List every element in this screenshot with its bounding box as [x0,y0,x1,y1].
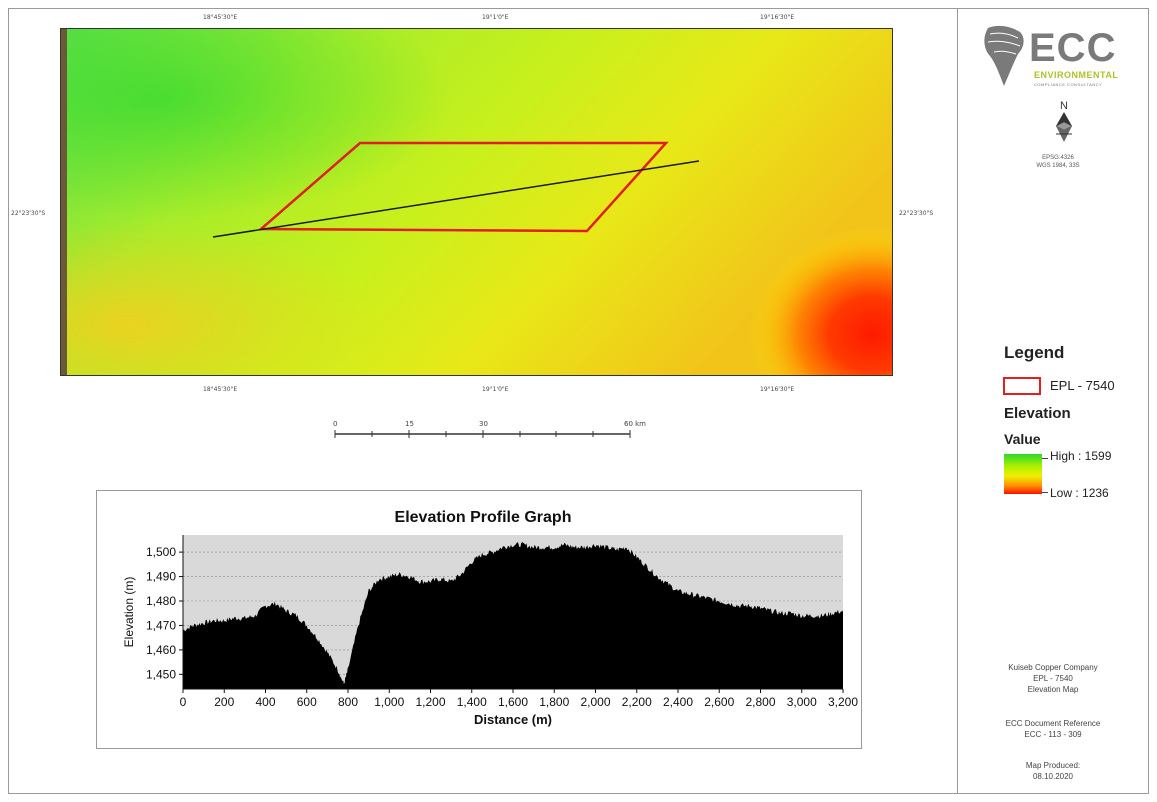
x-tick-label: 2,600 [704,695,734,709]
coord-top-1: 18°45'30"E [203,14,238,21]
y-tick-label: 1,490 [146,570,176,584]
x-tick-label: 600 [297,695,317,709]
logo-tagline: COMPLIANCE CONSULTANCY [1034,82,1103,87]
logo-environmental-text: ENVIRONMENTAL [1034,70,1119,80]
x-tick-label: 2,400 [663,695,693,709]
coord-top-2: 19°1'0"E [482,14,509,21]
legend-high-tick [1042,458,1048,459]
coord-bottom-2: 19°1'0"E [482,386,509,393]
map-produced: Map Produced: 08.10.2020 [968,760,1138,782]
x-tick-label: 400 [255,695,275,709]
scale-label-15: 15 [405,420,414,428]
projection-epsg: EPSG:4326 [1042,155,1074,161]
y-tick-label: 1,460 [146,643,176,657]
x-tick-label: 3,000 [787,695,817,709]
y-tick-label: 1,470 [146,618,176,632]
africa-map-icon [984,25,1024,87]
scale-bar: 0 15 30 60 km [330,418,660,448]
y-tick-label: 1,450 [146,667,176,681]
north-label: N [1060,100,1068,112]
profile-line[interactable] [212,160,700,238]
north-arrow-icon [1055,112,1073,142]
doc-ref-value: ECC - 113 - 309 [1024,730,1082,739]
chart-axes: 0 200 400 600 800 1,000 1,200 1,400 1,600 1,800 2,… [146,535,858,709]
x-tick-label: 1,200 [415,695,445,709]
coord-top-3: 19°16'30"E [760,14,795,21]
coord-right: 22°23'30"S [899,210,934,217]
produced-date: 08.10.2020 [1032,772,1074,781]
produced-label: Map Produced: [1025,761,1081,770]
map-info: Kuiseb Copper Company EPL - 7540 Elevati… [968,662,1138,695]
elevation-map[interactable] [60,28,893,376]
raster-edge [61,29,67,375]
projection-info: EPSG:4326 WGS 1984, 33S [968,154,1148,170]
value-legend-title: Value [1004,431,1041,447]
x-tick-label: 3,200 [828,695,858,709]
x-tick-label: 200 [214,695,234,709]
scale-label-30: 30 [479,420,488,428]
elevation-legend-title: Elevation [1004,405,1071,422]
doc-ref-label: ECC Document Reference [1005,719,1101,728]
info-epl: EPL - 7540 [1033,674,1073,683]
scale-label-0: 0 [333,420,338,428]
raster-low-zone [622,139,892,375]
elevation-color-ramp [1004,454,1042,494]
chart-title: Elevation Profile Graph [395,509,572,526]
y-tick-label: 1,500 [146,545,176,559]
info-company: Kuiseb Copper Company [1008,663,1098,672]
epl-boundary[interactable] [257,141,669,233]
map-frame [8,8,1149,794]
legend-low-label: Low : 1236 [1050,486,1109,500]
scale-label-60: 60 km [624,420,647,428]
coord-left: 22°23'30"S [11,210,46,217]
coord-bottom-3: 19°16'30"E [760,386,795,393]
frame-divider [957,8,958,794]
coord-bottom-1: 18°45'30"E [203,386,238,393]
x-tick-label: 2,800 [745,695,775,709]
x-tick-label: 800 [338,695,358,709]
elevation-profile-chart: Elevation Profile Graph 0 200 400 600 800 1,0… [122,509,858,727]
x-tick-label: 1,800 [539,695,569,709]
x-tick-label: 2,000 [580,695,610,709]
y-tick-label: 1,480 [146,594,176,608]
legend-high-label: High : 1599 [1050,449,1112,463]
x-tick-label: 1,600 [498,695,528,709]
info-map-name: Elevation Map [1027,685,1079,694]
elevation-profile-panel: Elevation Profile Graph 0 200 400 600 800 1,0… [96,490,862,749]
y-axis-label: Elevation (m) [122,577,136,648]
x-tick-label: 2,200 [622,695,652,709]
x-tick-label: 1,400 [457,695,487,709]
legend-title: Legend [1004,343,1065,362]
x-tick-label: 1,000 [374,695,404,709]
elevation-raster [61,29,892,375]
epl-legend-swatch [1003,377,1041,395]
projection-datum: WGS 1984, 33S [1036,163,1080,169]
epl-legend-label: EPL - 7540 [1050,378,1115,393]
legend-low-tick [1042,492,1048,493]
x-tick-label: 0 [180,695,187,709]
logo-ecc-text: ECC [1029,26,1117,70]
x-axis-label: Distance (m) [474,712,552,727]
elevation-area [183,542,843,689]
doc-reference: ECC Document Reference ECC - 113 - 309 [968,718,1138,740]
